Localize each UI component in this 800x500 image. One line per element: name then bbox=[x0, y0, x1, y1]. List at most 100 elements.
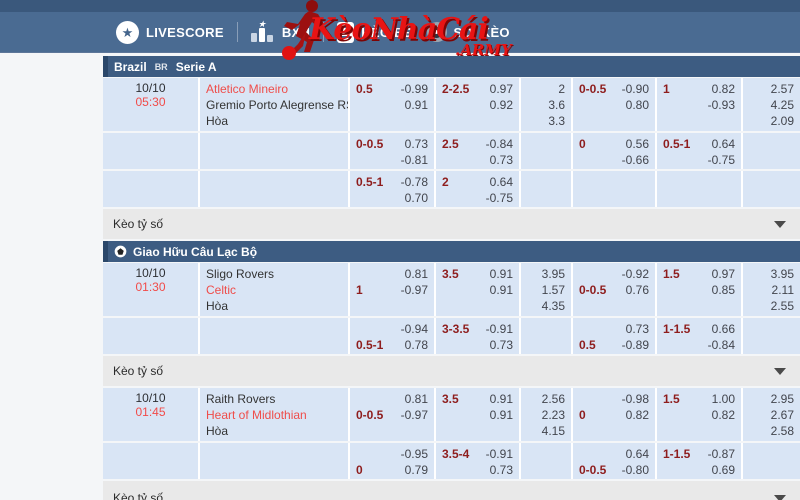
odds-cell-1x2-ft[interactable]: 3.95 1.57 4.35 bbox=[521, 263, 573, 316]
odds-value: 2.57 bbox=[770, 82, 794, 96]
section-title: Serie A bbox=[175, 59, 217, 74]
handicap-label: 3.5 bbox=[442, 392, 459, 406]
odds-cell-handicap-ft[interactable]: 0-0.5 0.73 -0.81 bbox=[350, 133, 436, 169]
odds-value: 1.57 bbox=[541, 283, 565, 297]
section-header: Giao Hữu Câu Lạc Bộ bbox=[103, 241, 800, 262]
handicap-label: 2.5 bbox=[442, 137, 459, 151]
odds-value: 0.81 bbox=[404, 392, 428, 406]
handicap-label: 1 bbox=[356, 283, 363, 297]
odds-cell-overunder-h1[interactable]: 1-1.5 0.66 -0.84 bbox=[657, 318, 743, 354]
odds-cell-handicap-ft[interactable]: 0.81 1 -0.97 bbox=[350, 263, 436, 316]
odds-cell-1x2-ft bbox=[521, 318, 573, 354]
odds-cell-overunder-ft[interactable]: 3.5 0.91 0.91 bbox=[436, 263, 521, 316]
nav-label-soi-keo: SOI KÈO bbox=[453, 24, 510, 40]
handicap-label: 2 bbox=[442, 175, 449, 189]
odds-value: 0.64 bbox=[489, 175, 513, 189]
odds-cell-overunder-ft[interactable]: 2.5 -0.84 0.73 bbox=[436, 133, 521, 169]
odds-cell-handicap-h1[interactable]: 0.73 0.5 -0.89 bbox=[573, 318, 657, 354]
chevron-down-icon[interactable] bbox=[774, 367, 786, 375]
away-team: Heart of Midlothian bbox=[206, 408, 307, 422]
odds-value: -0.89 bbox=[621, 338, 649, 352]
odds-cell-overunder-ft[interactable]: 2 0.64 -0.75 bbox=[436, 171, 521, 207]
odds-cell-1x2-ft[interactable]: 2 3.6 3.3 bbox=[521, 78, 573, 131]
draw-label: Hòa bbox=[206, 424, 229, 438]
odds-value: -0.66 bbox=[621, 153, 649, 167]
odds-value: -0.75 bbox=[707, 153, 735, 167]
odds-cell-1x2-ft[interactable]: 2.56 2.23 4.15 bbox=[521, 388, 573, 441]
odds-cell-overunder-ft[interactable]: 2-2.5 0.97 0.92 bbox=[436, 78, 521, 131]
away-team: Gremio Porto Alegrense RS bbox=[206, 98, 350, 112]
target-icon bbox=[426, 22, 447, 42]
odds-subrow: 0-0.5 0.73 -0.81 2.5 -0.84 0.73 0 0.56 -0.66 0.5-… bbox=[103, 133, 800, 169]
draw-label: Hòa bbox=[206, 114, 229, 128]
odds-cell-overunder-h1[interactable]: 1.5 0.97 0.85 bbox=[657, 263, 743, 316]
match-row[interactable]: 10/10 01:30 Sligo Rovers Celtic Hòa 0.81 1 -0.9… bbox=[103, 263, 800, 316]
chevron-down-icon[interactable] bbox=[774, 494, 786, 500]
odds-cell-overunder-h1[interactable]: 1-1.5 -0.87 0.69 bbox=[657, 443, 743, 479]
odds-cell-handicap-h1[interactable]: 0-0.5 -0.90 0.80 bbox=[573, 78, 657, 131]
section-title: Giao Hữu Câu Lạc Bộ bbox=[133, 244, 258, 259]
score-odds-label: Kèo tỷ số bbox=[113, 491, 164, 500]
handicap-label: 0-0.5 bbox=[579, 82, 607, 96]
match-row[interactable]: 10/10 01:45 Raith Rovers Heart of Midlothia… bbox=[103, 388, 800, 441]
odds-value: 0.82 bbox=[625, 408, 649, 422]
empty-teams-cell bbox=[200, 171, 350, 207]
odds-cell-handicap-h1[interactable]: -0.92 0-0.5 0.76 bbox=[573, 263, 657, 316]
odds-value: 0.73 bbox=[489, 338, 513, 352]
odds-value: -0.98 bbox=[621, 392, 649, 406]
odds-value: 0.64 bbox=[711, 137, 735, 151]
odds-value: 3.6 bbox=[548, 98, 565, 112]
match-teams-cell: Sligo Rovers Celtic Hòa bbox=[200, 263, 350, 316]
chevron-down-icon[interactable] bbox=[774, 220, 786, 228]
odds-cell-handicap-ft[interactable]: -0.95 0 0.79 bbox=[350, 443, 436, 479]
odds-value: 4.35 bbox=[541, 299, 565, 313]
match-teams-cell: Atletico Mineiro Gremio Porto Alegrense R… bbox=[200, 78, 350, 131]
odds-cell-1x2-h1[interactable]: 2.57 4.25 2.09 bbox=[743, 78, 800, 131]
top-nav: ★ LIVESCORE ★ BXH KÈO BĐ SOI KÈO bbox=[0, 12, 800, 53]
score-odds-row[interactable]: Kèo tỷ số bbox=[103, 356, 800, 386]
odds-value: -0.91 bbox=[485, 447, 513, 461]
odds-value: 4.15 bbox=[541, 424, 565, 438]
odds-cell-handicap-h1[interactable]: 0 0.56 -0.66 bbox=[573, 133, 657, 169]
odds-cell-handicap-ft[interactable]: -0.94 0.5-1 0.78 bbox=[350, 318, 436, 354]
odds-cell-overunder-h1[interactable]: 1 0.82 -0.93 bbox=[657, 78, 743, 131]
odds-cell-overunder-h1[interactable]: 0.5-1 0.64 -0.75 bbox=[657, 133, 743, 169]
home-team: Atletico Mineiro bbox=[206, 82, 289, 96]
odds-value: 0.91 bbox=[404, 98, 428, 112]
handicap-label: 1.5 bbox=[663, 392, 680, 406]
match-date-cell: 10/10 01:30 bbox=[103, 263, 200, 316]
score-odds-row[interactable]: Kèo tỷ số bbox=[103, 209, 800, 239]
nav-item-keo-bong-da[interactable]: KÈO BĐ bbox=[337, 21, 413, 43]
match-time: 01:45 bbox=[135, 405, 166, 419]
handicap-label: 0-0.5 bbox=[579, 283, 607, 297]
odds-cell-overunder-ft[interactable]: 3-3.5 -0.91 0.73 bbox=[436, 318, 521, 354]
odds-cell-overunder-ft[interactable]: 3.5-4 -0.91 0.73 bbox=[436, 443, 521, 479]
match-row[interactable]: 10/10 05:30 Atletico Mineiro Gremio Porto A… bbox=[103, 78, 800, 131]
match-time: 05:30 bbox=[135, 95, 166, 109]
odds-value: 0.81 bbox=[404, 267, 428, 281]
odds-cell-handicap-h1[interactable]: 0.64 0-0.5 -0.80 bbox=[573, 443, 657, 479]
star-circle-icon: ★ bbox=[116, 20, 139, 44]
odds-cell-overunder-h1[interactable]: 1.5 1.00 0.82 bbox=[657, 388, 743, 441]
nav-item-livescore[interactable]: ★ LIVESCORE bbox=[116, 20, 224, 44]
odds-value: 2.95 bbox=[770, 392, 794, 406]
odds-value: -0.92 bbox=[621, 267, 649, 281]
score-odds-row[interactable]: Kèo tỷ số bbox=[103, 481, 800, 500]
away-team: Celtic bbox=[206, 283, 237, 297]
nav-item-soi-keo[interactable]: SOI KÈO bbox=[426, 22, 510, 42]
odds-cell-handicap-ft[interactable]: 0.5 -0.99 0.91 bbox=[350, 78, 436, 131]
odds-cell-overunder-ft[interactable]: 3.5 0.91 0.91 bbox=[436, 388, 521, 441]
match-date: 10/10 bbox=[135, 81, 166, 95]
handicap-label: 0.5-1 bbox=[663, 137, 691, 151]
odds-cell-1x2-h1[interactable]: 3.95 2.11 2.55 bbox=[743, 263, 800, 316]
handicap-label: 0 bbox=[579, 408, 586, 422]
odds-cell-handicap-ft[interactable]: 0.5-1 -0.78 0.70 bbox=[350, 171, 436, 207]
logo-wordmark[interactable]: KèoNhàCái bbox=[309, 12, 489, 47]
empty-date-cell bbox=[103, 171, 200, 207]
odds-cell-handicap-h1[interactable]: -0.98 0 0.82 bbox=[573, 388, 657, 441]
odds-cell-handicap-ft[interactable]: 0.81 0-0.5 -0.97 bbox=[350, 388, 436, 441]
odds-value: -0.95 bbox=[400, 447, 428, 461]
odds-value: 0.92 bbox=[489, 98, 513, 112]
section-title: BR bbox=[154, 61, 168, 72]
odds-cell-1x2-h1[interactable]: 2.95 2.67 2.58 bbox=[743, 388, 800, 441]
